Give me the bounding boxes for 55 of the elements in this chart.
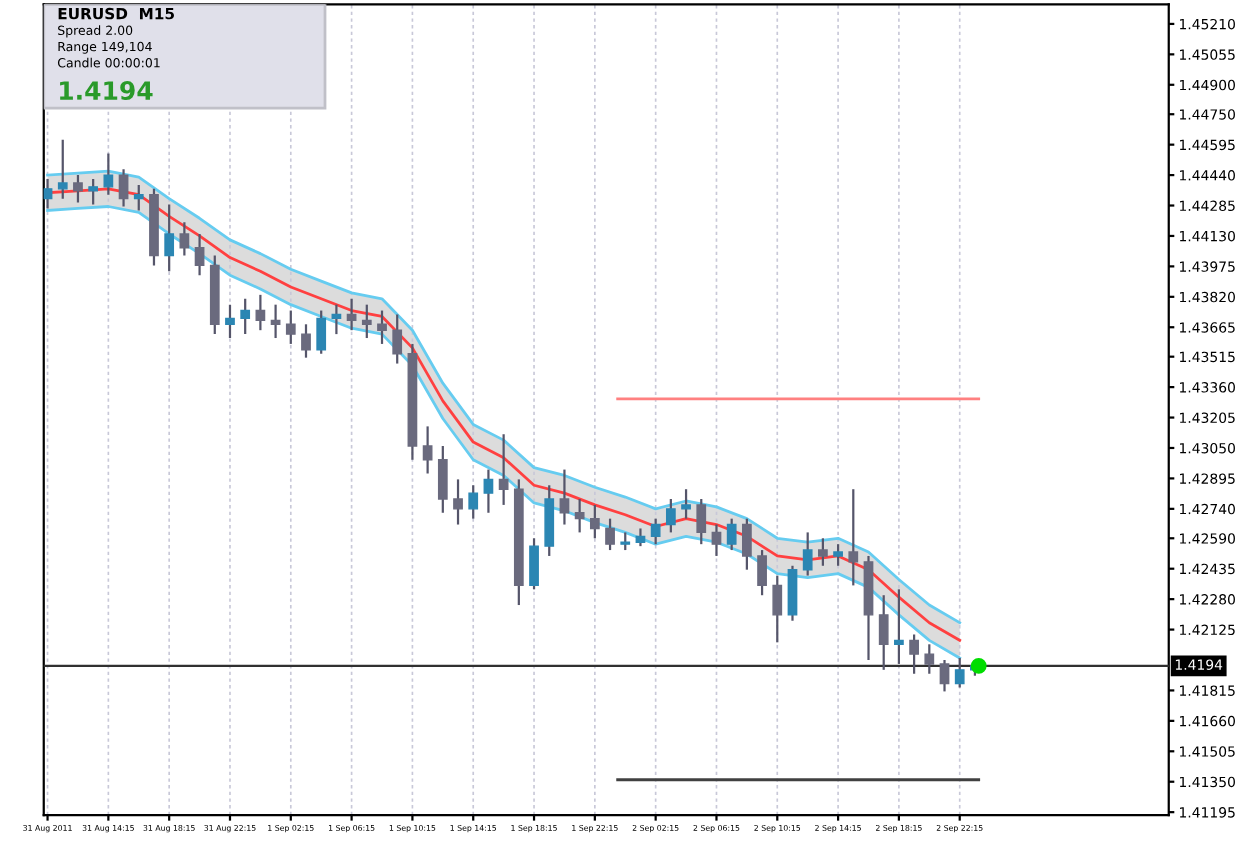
candlestick xyxy=(392,313,403,365)
candlestick xyxy=(225,303,235,340)
candlestick xyxy=(833,543,843,567)
candlestick xyxy=(878,594,889,671)
candlestick xyxy=(422,425,433,475)
candlestick xyxy=(194,232,205,277)
candlestick xyxy=(544,484,555,558)
candlestick xyxy=(711,523,722,558)
candlestick xyxy=(939,658,950,693)
candlestick xyxy=(316,309,327,355)
candlestick xyxy=(361,303,372,340)
candlestick xyxy=(270,303,281,340)
candlestick xyxy=(818,537,828,567)
candlestick xyxy=(772,574,783,644)
candlestick xyxy=(802,531,813,577)
candlestick xyxy=(848,488,859,587)
candlestick xyxy=(696,497,707,546)
candlestick xyxy=(741,517,752,571)
candlestick xyxy=(240,297,251,336)
candlestick xyxy=(894,588,904,666)
candlestick xyxy=(498,433,509,507)
candlestick xyxy=(179,221,190,257)
candlestick xyxy=(118,168,129,208)
candlestick xyxy=(301,323,311,359)
candlestick xyxy=(377,309,387,346)
candlestick xyxy=(650,517,661,546)
candlestick xyxy=(483,468,494,514)
candlestick xyxy=(255,293,266,332)
candlestick xyxy=(574,497,585,534)
candlestick xyxy=(924,643,935,675)
candlestick xyxy=(346,297,357,332)
candlestick xyxy=(757,548,767,597)
candlestick xyxy=(133,183,144,212)
candlestick xyxy=(909,633,919,675)
candlestick xyxy=(529,537,539,591)
candlestick xyxy=(468,484,479,520)
candlestick xyxy=(285,309,296,346)
candlestick xyxy=(103,152,114,196)
candlestick xyxy=(726,517,737,552)
annotation: 1.4194 xyxy=(60,81,153,100)
candlestick xyxy=(73,173,83,204)
candlestick xyxy=(954,656,965,689)
candlestick xyxy=(559,468,570,526)
candlestick xyxy=(43,177,53,210)
candlestick xyxy=(164,203,175,273)
candlestick xyxy=(331,303,342,336)
candlestick xyxy=(88,177,99,206)
candlestick xyxy=(57,138,68,200)
candlestick xyxy=(665,497,676,534)
candlestick xyxy=(453,478,463,526)
candlestick xyxy=(681,488,691,520)
candlestick xyxy=(787,564,798,622)
candlestick xyxy=(437,444,448,514)
candlestick xyxy=(589,503,600,540)
candlestick xyxy=(605,517,615,552)
